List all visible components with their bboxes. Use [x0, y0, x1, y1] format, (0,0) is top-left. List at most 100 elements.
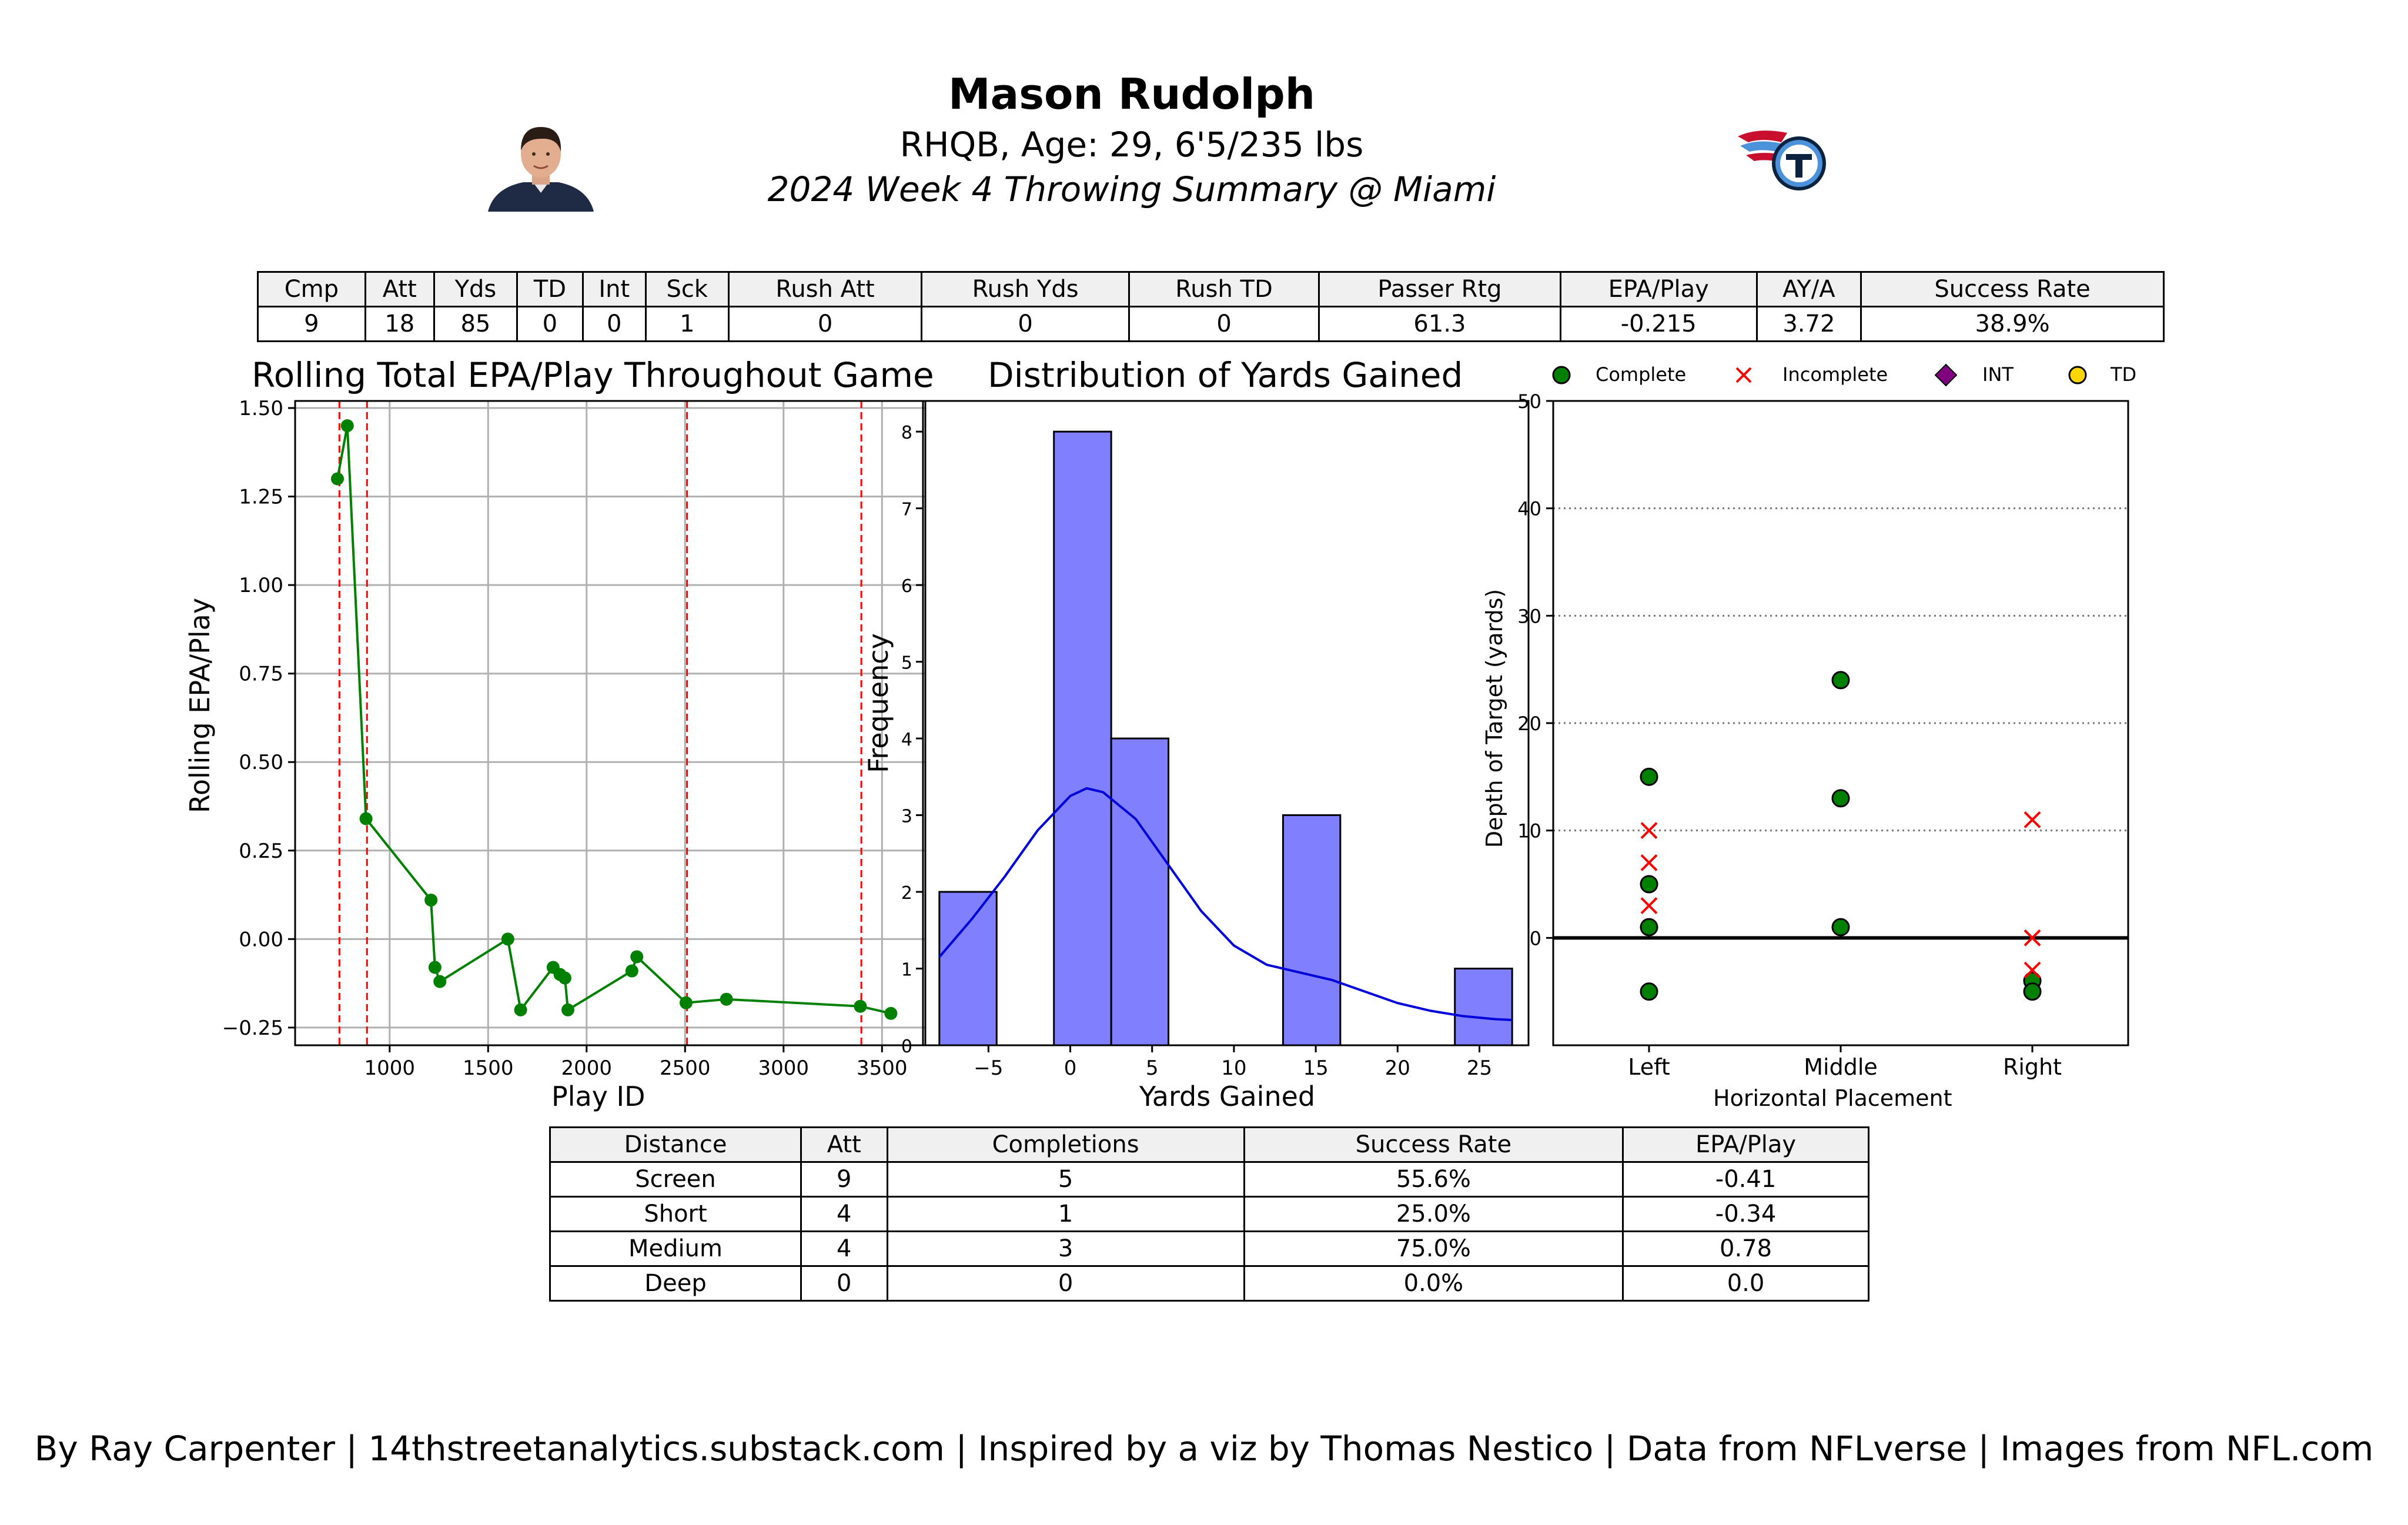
- distance-cell: -0.34: [1622, 1196, 1869, 1232]
- distance-row: Screen 9 5 55.6% -0.41: [549, 1161, 1869, 1198]
- team-logo-icon: [1738, 131, 1826, 190]
- epa-data-point: [424, 894, 438, 907]
- distance-cell: 0.78: [1622, 1230, 1869, 1267]
- incomplete-pass-point: [1640, 897, 1658, 914]
- scatter-plot-frame: [1552, 400, 2129, 1046]
- stats-value-cell: 3.72: [1755, 306, 1862, 342]
- epa-data-point: [630, 950, 644, 964]
- histogram-bar: [1053, 430, 1112, 1046]
- distance-cell: -0.41: [1622, 1161, 1869, 1198]
- yards-y-tick-label: 5: [901, 653, 912, 674]
- distance-cell: 25.0%: [1243, 1196, 1624, 1232]
- legend-int-marker-icon: [1934, 363, 1958, 387]
- player-name: Mason Rudolph: [948, 69, 1316, 119]
- yards-y-axis-label: Frequency: [862, 633, 894, 773]
- epa-data-point: [359, 812, 373, 825]
- epa-y-tick-label: 0.00: [239, 928, 283, 951]
- yards-y-tick-label: 3: [901, 807, 912, 827]
- distance-cell: 55.6%: [1243, 1161, 1624, 1198]
- yards-x-tick-label: −5: [974, 1056, 1003, 1080]
- yards-x-tick-label: 5: [1146, 1056, 1159, 1080]
- complete-pass-point: [1640, 982, 1658, 1001]
- stats-header-cell: Int: [581, 271, 647, 307]
- distance-cell: 3: [886, 1230, 1245, 1267]
- distance-cell: Medium: [549, 1230, 802, 1267]
- epa-data-point: [546, 961, 560, 974]
- yards-plot-frame: [922, 400, 1530, 1046]
- stats-value-cell: 0: [921, 306, 1130, 342]
- stats-header-cell: AY/A: [1755, 271, 1862, 307]
- epa-data-point: [514, 1003, 527, 1016]
- incomplete-pass-point: [2024, 811, 2041, 828]
- stats-header-row: Cmp Att Yds TD Int Sck Rush Att Rush Yds…: [257, 271, 2165, 307]
- epa-data-point: [884, 1006, 898, 1020]
- epa-y-tick-label: 0.75: [239, 663, 283, 686]
- epa-y-tick-label: 1.50: [239, 397, 283, 420]
- yards-y-tick-label: 6: [901, 576, 912, 597]
- stats-value-cell: 0: [516, 306, 584, 342]
- stats-value-cell: 61.3: [1318, 306, 1561, 342]
- stats-value-cell: 9: [257, 306, 366, 342]
- distance-cell: 0.0: [1622, 1265, 1869, 1302]
- complete-pass-point: [1831, 789, 1850, 808]
- epa-y-tick-label: 1.25: [239, 486, 283, 509]
- stats-value-cell: 38.9%: [1860, 306, 2165, 342]
- yards-x-tick-label: 15: [1303, 1056, 1328, 1080]
- distance-cell: 1: [886, 1196, 1245, 1232]
- epa-chart-title: Rolling Total EPA/Play Throughout Game: [252, 355, 934, 395]
- stats-value-cell: 85: [433, 306, 519, 342]
- yards-y-tick-label: 0: [901, 1036, 912, 1057]
- epa-data-point: [625, 964, 638, 978]
- epa-data-point: [854, 999, 867, 1013]
- distance-cell: 0: [886, 1265, 1245, 1302]
- scatter-y-tick-label: 50: [1517, 390, 1541, 413]
- distance-cell: 0.0%: [1243, 1265, 1624, 1302]
- scatter-y-tick-label: 10: [1517, 820, 1541, 842]
- stats-value-cell: 0: [1128, 306, 1320, 342]
- complete-pass-point: [1640, 875, 1658, 894]
- incomplete-pass-point: [1640, 822, 1658, 840]
- complete-pass-point: [1831, 918, 1850, 937]
- stats-value-cell: 0: [727, 306, 923, 342]
- stats-header-cell: Passer Rtg: [1318, 271, 1561, 307]
- scatter-legend: Complete Incomplete INT TD: [1546, 361, 2146, 389]
- stats-header-cell: Success Rate: [1860, 271, 2165, 307]
- histogram-bar: [1454, 968, 1513, 1046]
- epa-data-point: [340, 419, 354, 433]
- incomplete-pass-point: [2024, 929, 2041, 947]
- yards-x-axis-label: Yards Gained: [1139, 1081, 1316, 1112]
- distance-header-cell: Att: [800, 1126, 888, 1163]
- distance-header-cell: Distance: [549, 1126, 802, 1163]
- distance-cell: Short: [549, 1196, 802, 1232]
- yards-y-tick-label: 8: [901, 423, 912, 443]
- distance-cell: Screen: [549, 1161, 802, 1198]
- distance-cell: Deep: [549, 1265, 802, 1302]
- scatter-x-tick-label: Left: [1628, 1054, 1670, 1080]
- epa-data-point: [679, 996, 693, 1009]
- distance-row: Deep 0 0 0.0% 0.0: [549, 1265, 1869, 1302]
- epa-plot-frame: [294, 400, 927, 1046]
- epa-series-line: [336, 425, 891, 1015]
- stats-header-cell: Cmp: [257, 271, 366, 307]
- yards-y-tick-label: 2: [901, 883, 912, 904]
- stats-value-row: 9 18 85 0 0 1 0 0 0 61.3 -0.215 3.72 38.…: [257, 306, 2165, 342]
- epa-data-point: [501, 932, 514, 946]
- complete-pass-point: [1831, 671, 1850, 690]
- epa-data-point: [331, 472, 345, 486]
- yards-x-tick-label: 20: [1385, 1056, 1410, 1080]
- legend-td-marker-icon: [2068, 366, 2087, 384]
- legend-complete-label: Complete: [1596, 363, 1687, 386]
- complete-pass-point: [2023, 982, 2042, 1001]
- game-summary-title: 2024 Week 4 Throwing Summary @ Miami: [767, 169, 1496, 209]
- stats-value-cell: 0: [581, 306, 647, 342]
- incomplete-pass-point: [2024, 961, 2041, 979]
- epa-y-tick-label: 1.00: [239, 574, 283, 597]
- legend-int-label: INT: [1982, 363, 2014, 386]
- stats-header-cell: Yds: [433, 271, 519, 307]
- stats-table: Cmp Att Yds TD Int Sck Rush Att Rush Yds…: [257, 271, 2165, 342]
- yards-y-tick-label: 7: [901, 500, 912, 520]
- distance-header-cell: Completions: [886, 1126, 1245, 1163]
- stats-header-cell: Att: [364, 271, 435, 307]
- scatter-x-axis-label: Horizontal Placement: [1713, 1085, 1952, 1111]
- distance-header-cell: Success Rate: [1243, 1126, 1624, 1163]
